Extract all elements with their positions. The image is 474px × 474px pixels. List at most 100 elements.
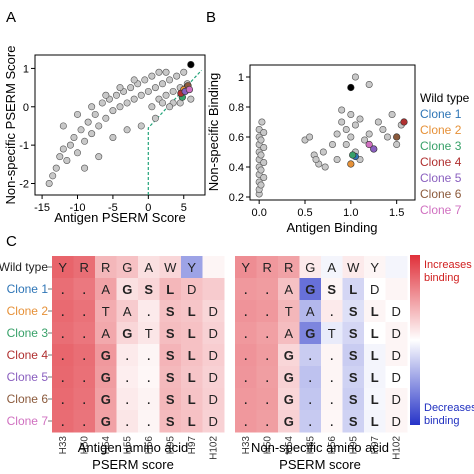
panel-b-point xyxy=(342,141,350,149)
colorbar-top-label-line2: binding xyxy=(424,272,459,284)
panel-b-point xyxy=(312,156,320,164)
heatmap-cell xyxy=(299,410,322,433)
heatmap-cell xyxy=(52,256,74,279)
heatmap-residue: . xyxy=(244,281,248,298)
heatmap-cell xyxy=(256,344,279,367)
panel-b-point xyxy=(260,174,268,182)
heatmap-residue: A xyxy=(101,282,110,297)
heatmap-residue: A xyxy=(284,282,293,297)
panel-a-point xyxy=(144,87,152,95)
panel-b-point xyxy=(342,126,350,134)
panel-a-point xyxy=(116,103,124,111)
heatmap-residue: . xyxy=(125,347,129,364)
heatmap-cell xyxy=(181,366,203,389)
heatmap-cell xyxy=(116,256,139,279)
panel-b-point xyxy=(361,136,369,144)
heatmap-cell xyxy=(278,278,300,301)
heatmap-cell xyxy=(235,344,257,367)
heatmap-cell xyxy=(321,278,343,301)
heatmap-residue: L xyxy=(188,326,196,341)
heatmap-cell xyxy=(385,344,408,367)
column-label-h55: H55 xyxy=(305,436,316,455)
heatmap-cell xyxy=(278,344,300,367)
heatmap-cell xyxy=(299,278,322,301)
heatmap-residue: Y xyxy=(241,260,250,275)
heatmap-cell xyxy=(159,388,182,411)
heatmap-cell xyxy=(73,278,96,301)
column-label-h102: H102 xyxy=(208,436,219,460)
heatmap-cell xyxy=(181,278,203,301)
heatmap-residue: A xyxy=(123,304,132,319)
heatmap-cell xyxy=(138,388,160,411)
heatmap-residue: G xyxy=(101,392,111,407)
heatmap-residue: . xyxy=(125,413,129,430)
heatmap-residue: L xyxy=(371,370,379,385)
heatmap-cell xyxy=(235,322,257,345)
heatmap-cell xyxy=(321,322,343,345)
heatmap-residue: G xyxy=(101,414,111,429)
heatmap-residue: G xyxy=(284,370,294,385)
heatmap-cell xyxy=(235,388,257,411)
row-label-clone-7: Clone 7 xyxy=(7,414,49,428)
panel-a-point xyxy=(77,126,85,134)
panel-label-c: C xyxy=(6,233,17,250)
heatmap-residue: D xyxy=(392,370,401,385)
panel-a-ytick-label: -2 xyxy=(19,178,29,190)
heatmap-cell xyxy=(342,278,365,301)
heatmap-cell xyxy=(256,388,279,411)
heatmap-residue: . xyxy=(61,347,65,364)
heatmap-residue: A xyxy=(144,260,153,275)
heatmap-residue: A xyxy=(101,326,110,341)
heatmap-cell xyxy=(235,410,257,433)
panel-b-scatter: 0.0 0.5 1.0 1.5 0.2 0.4 0.6 0.8 1 Antigen Bindin… xyxy=(206,64,470,235)
panel-a-scatter: -15 -10 -5 0 5-2-101 Antigen PSERM Score Non… xyxy=(3,46,206,225)
panel-a-point xyxy=(148,103,156,111)
heatmap-cell xyxy=(364,278,386,301)
panel-b-point xyxy=(365,81,373,89)
heatmap-cell xyxy=(278,410,300,433)
heatmap-cell xyxy=(138,300,160,323)
heatmap-cell xyxy=(159,256,182,279)
row-label-clone-5: Clone 5 xyxy=(7,370,49,384)
heatmap-residue: L xyxy=(188,414,196,429)
panel-a-point-wild-type xyxy=(187,60,195,69)
heatmap-residue: S xyxy=(349,348,358,363)
heatmap-cell xyxy=(364,388,386,411)
legend-entry-clone-3: Clone 3 xyxy=(420,139,462,153)
heatmap-cell xyxy=(52,388,74,411)
heatmap-cell xyxy=(95,300,117,323)
heatmap-cell xyxy=(342,322,365,345)
heatmap-residue: T xyxy=(285,304,293,319)
heatmap-residue: G xyxy=(305,260,315,275)
heatmap-cell xyxy=(321,366,343,389)
panel-a-xtick-label: -10 xyxy=(70,202,86,214)
heatmap-residue: G xyxy=(284,414,294,429)
heatmap-cell xyxy=(52,300,74,323)
heatmap-residue: . xyxy=(308,369,312,386)
heatmap-residue: . xyxy=(61,325,65,342)
heatmap-cell xyxy=(95,322,117,345)
heatmap-residue: G xyxy=(305,326,315,341)
panel-label-a: A xyxy=(6,9,16,26)
heatmap-cell xyxy=(202,256,225,279)
panel-b-point xyxy=(257,166,265,174)
heatmap-cell xyxy=(116,344,139,367)
panel-a-point xyxy=(98,99,106,107)
heatmap-residue: W xyxy=(347,260,360,275)
colorbar-bottom-label-line2: binding xyxy=(424,415,459,427)
heatmap-residue: . xyxy=(147,391,151,408)
panel-b-ticks: 0.0 0.5 1.0 1.5 0.2 0.4 0.6 0.8 1 xyxy=(229,72,405,219)
heatmap-residue: . xyxy=(308,391,312,408)
heatmap-residue: T xyxy=(328,326,336,341)
panel-a-ylabel: Non-specific PSERM Score xyxy=(3,46,18,205)
panel-b-xtick-label: 0.5 xyxy=(297,207,312,219)
heatmap-residue: L xyxy=(349,282,357,297)
heatmap-cell xyxy=(159,322,182,345)
panel-a-point xyxy=(137,91,145,99)
heatmap-cell xyxy=(235,256,257,279)
panel-c-row-labels: Wild type Clone 1 Clone 2 Clone 3 Clone 4 Clo… xyxy=(0,260,52,428)
heatmap-cell xyxy=(385,256,408,279)
heatmap-cell xyxy=(52,344,74,367)
panel-b-point xyxy=(347,111,355,119)
heatmap-non-specific-xlabel-line1: Non-specific amino acid xyxy=(251,440,389,455)
